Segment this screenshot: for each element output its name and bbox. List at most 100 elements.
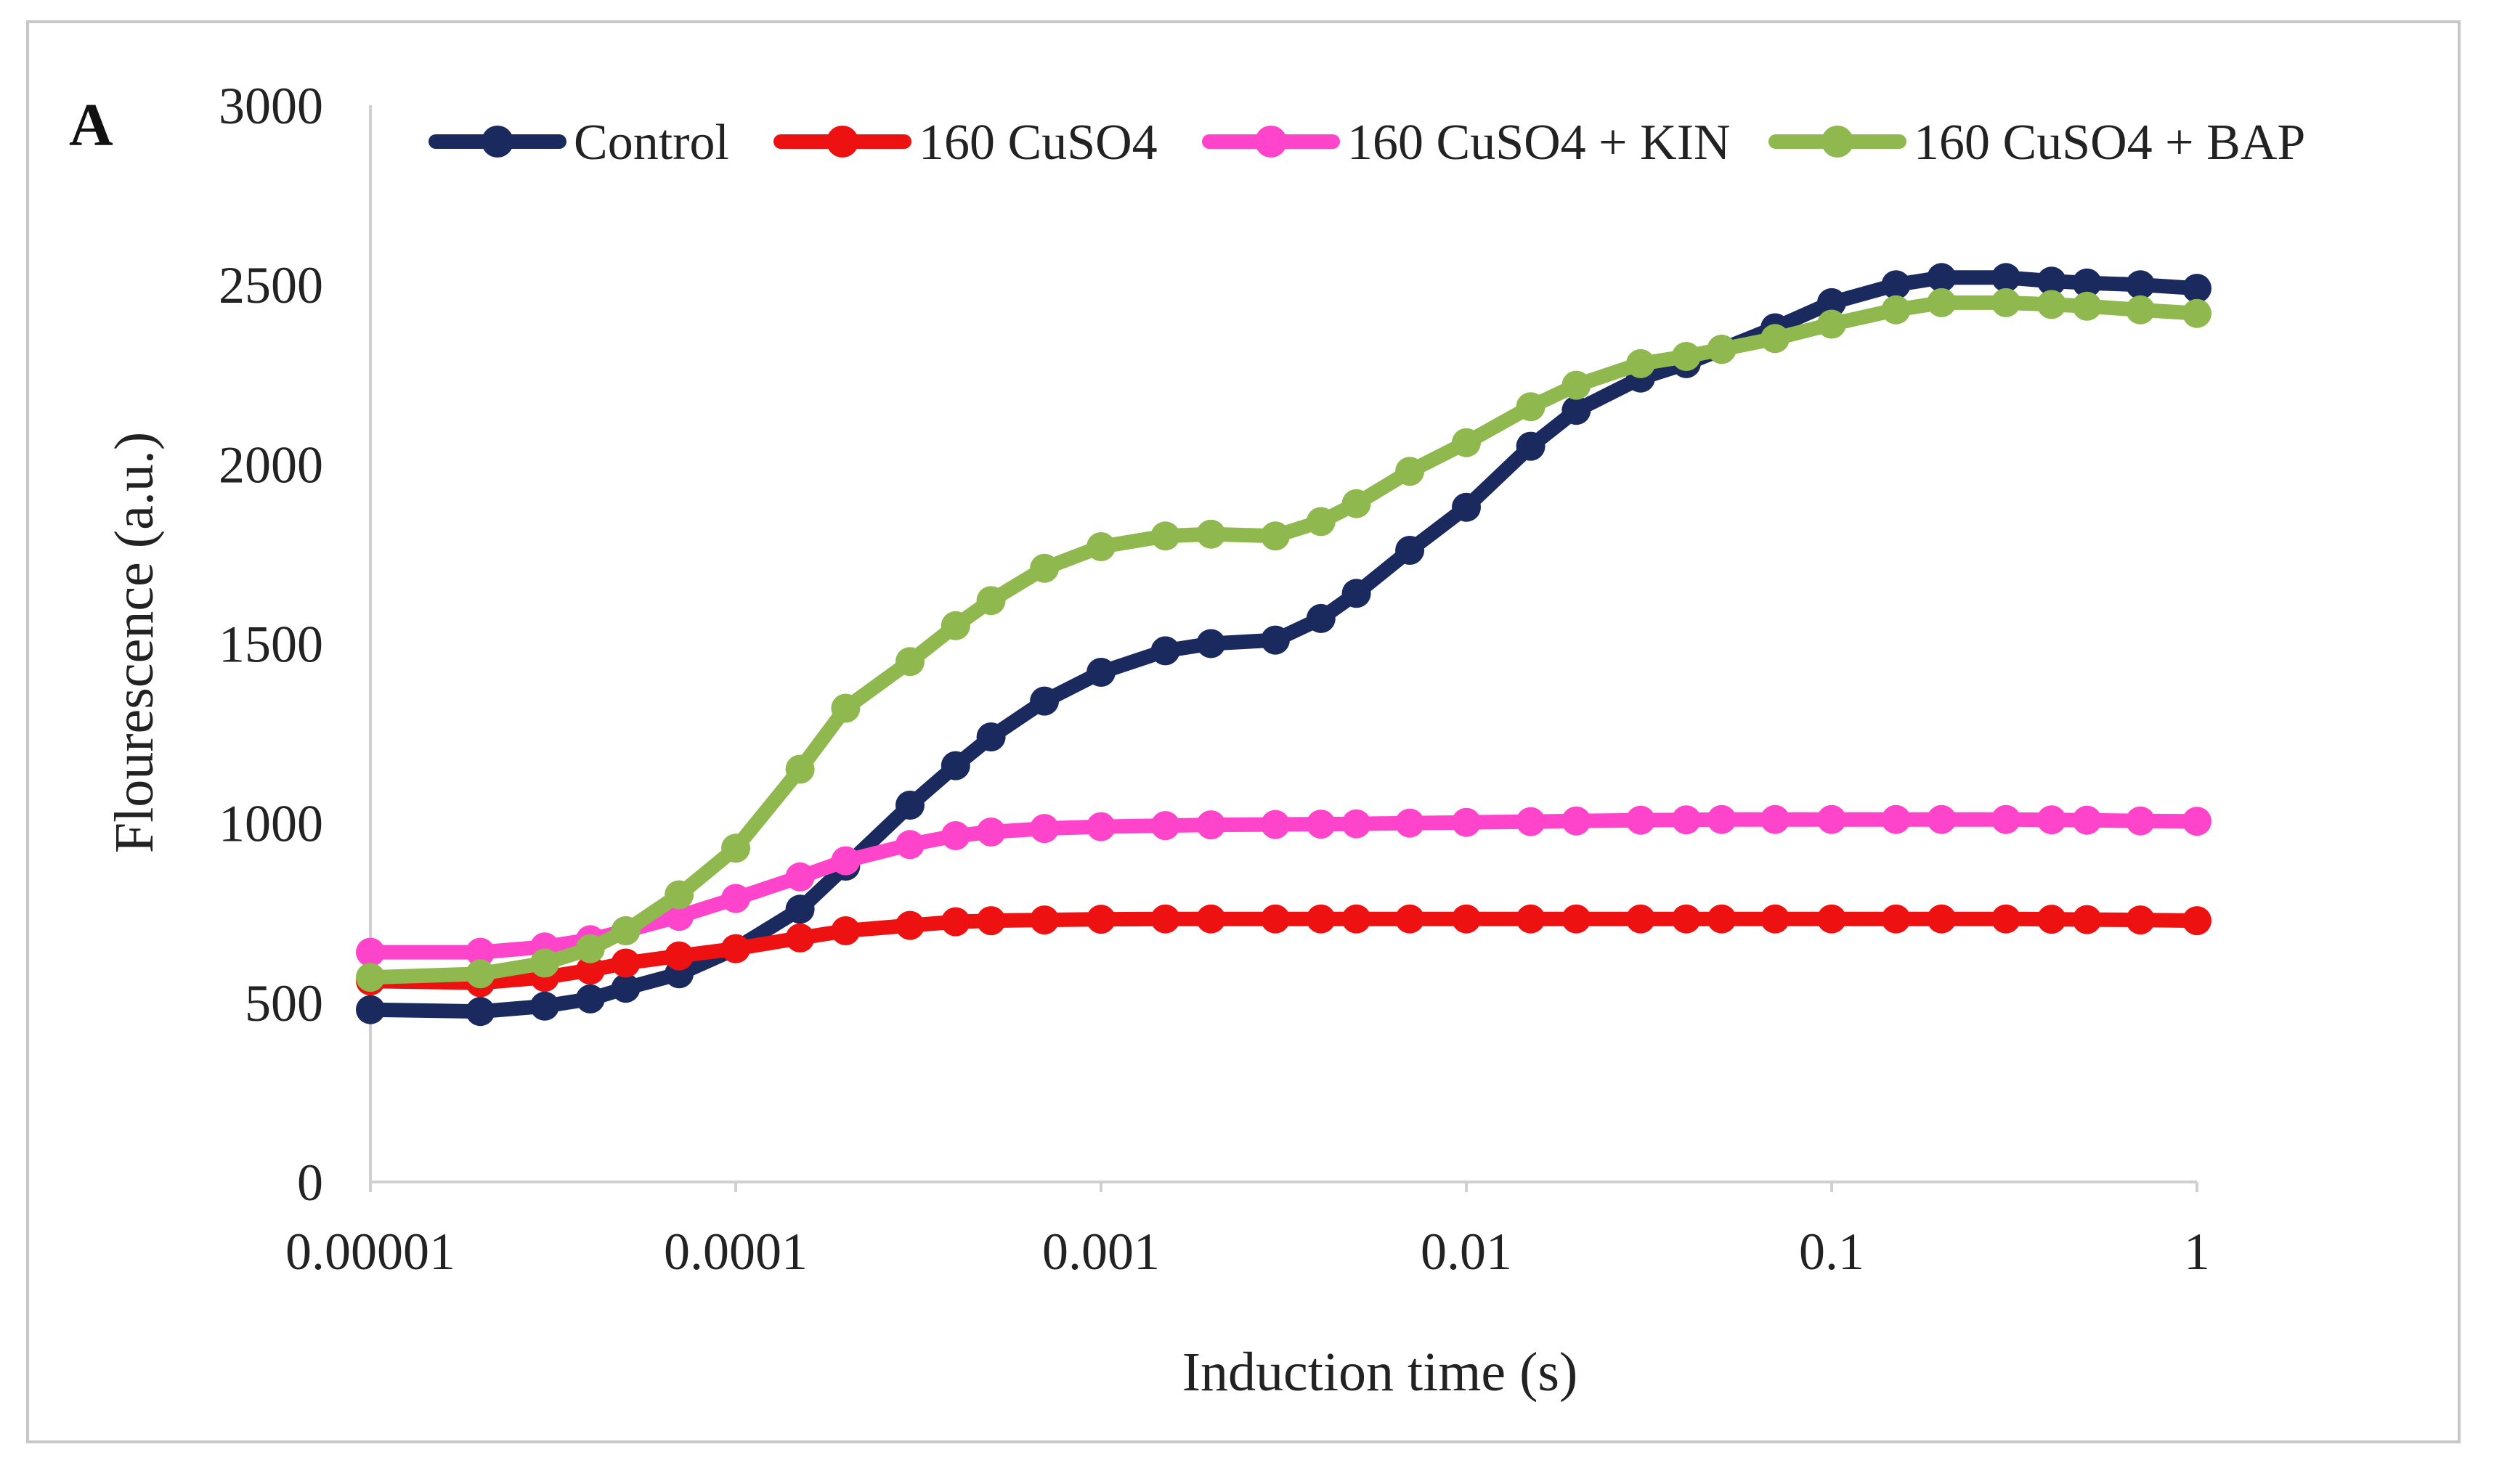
data-point [1196,810,1226,840]
data-point [1150,521,1180,551]
data-point [895,647,925,677]
x-axis-ticks: 0.00001 0.0001 0.001 0.01 0.1 1 [285,1182,2210,1281]
data-point [1030,814,1060,844]
legend-label: Control [574,115,729,171]
data-point [530,991,559,1021]
y-tick-label: 2000 [219,436,323,494]
data-point [941,751,970,780]
data-point [1452,904,1481,934]
data-point [466,959,495,989]
data-point [1626,904,1655,934]
data-point [1626,805,1655,835]
data-point [2182,807,2211,836]
data-point [1881,904,1911,934]
data-point [1086,532,1116,561]
data-point [1196,629,1226,659]
data-point [2126,270,2156,300]
data-point [1086,812,1116,841]
data-point [1306,904,1336,934]
data-point [2072,805,2102,835]
legend-item-160-cuso4-kin: 160 CuSO4 + KIN [1202,115,1731,171]
data-point [356,963,385,992]
data-point [721,934,750,963]
x-tick-label: 0.1 [1799,1223,1864,1281]
data-point [575,955,605,985]
data-point [575,984,605,1014]
data-point [466,937,495,967]
data-point [1991,904,2020,934]
data-point [1991,804,2020,834]
data-point [785,862,815,892]
data-point [665,941,694,971]
y-tick-label: 2500 [219,256,323,314]
legend-item-160-cuso4: 160 CuSO4 [773,115,1158,171]
x-tick-label: 0.00001 [285,1223,455,1281]
data-point [1991,263,2020,293]
y-axis-title: Flourescence (a.u.) [104,432,165,853]
data-point [1395,457,1425,486]
data-point [356,995,385,1024]
data-point [1452,807,1481,837]
data-point [2182,298,2211,328]
data-point [941,821,970,850]
legend-swatch-marker [1255,126,1287,158]
data-point [1707,335,1737,364]
data-point [1671,904,1701,934]
data-point [530,948,559,978]
data-point [785,923,815,953]
data-point [1881,270,1911,300]
data-point [1991,288,2020,317]
legend-item-control: Control [428,115,729,171]
data-point [1395,904,1425,934]
data-point [1760,324,1790,354]
data-point [1306,507,1336,537]
data-point [1306,603,1336,633]
data-point [941,907,970,937]
data-point [1261,521,1290,551]
data-point [1516,392,1545,422]
data-point [1261,810,1290,839]
data-point [1817,904,1846,934]
data-point [2036,290,2066,319]
data-point [1817,288,1846,317]
data-point [1341,489,1371,518]
legend-swatch-marker [826,126,858,158]
data-point [2126,806,2156,836]
data-point [1516,807,1545,836]
data-point [1927,904,1957,934]
data-point [2072,291,2102,321]
data-point [1196,904,1226,934]
data-point [1150,904,1180,934]
series-160-cuso4-bap [356,288,2211,992]
data-point [1561,370,1591,400]
data-point [1261,904,1290,934]
data-point [831,916,861,945]
data-point [785,754,815,784]
legend-item-160-cuso4-bap: 160 CuSO4 + BAP [1768,115,2305,171]
data-point [1030,905,1060,935]
legend-label: 160 CuSO4 + BAP [1914,115,2305,171]
data-point [2182,274,2211,303]
data-point [1817,804,1846,834]
y-tick-label: 1500 [219,616,323,674]
panel-label: A [69,91,113,159]
legend-label: 160 CuSO4 + KIN [1347,115,1731,171]
data-point [1086,658,1116,687]
data-point [721,884,750,913]
data-point [1341,904,1371,934]
data-point [1341,809,1371,839]
legend: Control 160 CuSO4 160 CuSO4 + KIN 160 CuSO4… [428,115,2305,171]
data-point [2036,266,2066,296]
data-point [1196,519,1226,549]
data-point [831,846,861,876]
data-point [1150,636,1180,666]
data-point [1707,904,1737,934]
data-point [356,937,385,967]
y-tick-label: 500 [245,974,323,1032]
data-point [611,974,641,1003]
series-layer [356,263,2211,1027]
data-point [1516,904,1545,934]
data-point [831,693,861,723]
data-point [2036,905,2066,934]
